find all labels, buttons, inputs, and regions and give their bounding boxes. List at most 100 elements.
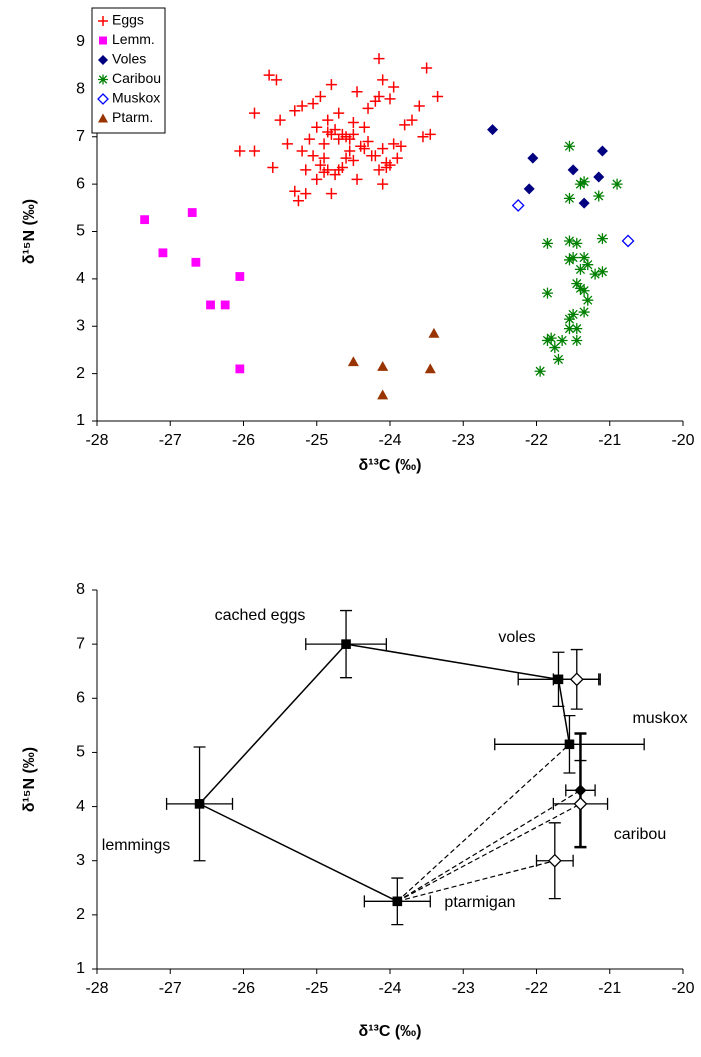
data-point [487, 124, 499, 136]
data-point [563, 313, 575, 325]
data-point [322, 164, 334, 176]
data-point [329, 124, 341, 136]
data-point [541, 237, 553, 249]
y-tick-label: 9 [76, 33, 85, 50]
y-tick-label: 3 [76, 317, 85, 334]
y-tick-label: 6 [76, 690, 85, 707]
data-point [377, 389, 389, 400]
connector-dashed [397, 789, 581, 902]
data-point [424, 363, 436, 374]
data-point [220, 300, 230, 310]
data-point [267, 162, 279, 174]
data-point [523, 183, 535, 195]
y-tick-label: 1 [76, 960, 85, 977]
data-point [552, 353, 564, 365]
data-point [314, 159, 326, 171]
data-point [574, 282, 586, 294]
data-point [369, 150, 381, 162]
data-point [564, 739, 575, 750]
legend-label: Muskox [112, 90, 160, 106]
data-point [541, 287, 553, 299]
data-point [527, 152, 539, 164]
data-point [373, 164, 385, 176]
data-point [395, 140, 407, 152]
x-tick-label: -20 [671, 980, 694, 997]
data-point [377, 178, 389, 190]
connector [198, 643, 347, 805]
data-point [388, 81, 400, 93]
data-point [593, 190, 605, 202]
y-tick-label: 7 [76, 635, 85, 652]
data-point [234, 145, 246, 157]
data-point [325, 188, 337, 200]
data-point [421, 62, 433, 74]
annotation: voles [498, 629, 535, 646]
data-point [194, 799, 205, 809]
data-point [571, 323, 583, 335]
x-tick-label: -25 [305, 980, 328, 997]
legend-marker [97, 93, 109, 105]
annotation: cached eggs [215, 607, 306, 624]
data-point [424, 128, 436, 140]
x-tick-label: -26 [232, 432, 255, 449]
data-point [377, 361, 389, 371]
data-point [593, 171, 605, 183]
data-point [534, 365, 546, 377]
connector-dashed [396, 743, 570, 902]
x-tick-label: -22 [525, 432, 548, 449]
data-point [413, 100, 425, 112]
data-point [563, 235, 575, 247]
data-point [377, 74, 389, 86]
data-point [578, 252, 590, 264]
data-point [235, 272, 245, 281]
annotation: ptarmigan [444, 894, 515, 911]
legend-label: Ptarm. [112, 109, 153, 125]
data-point [574, 263, 586, 275]
data-point [351, 173, 363, 185]
data-point [388, 138, 400, 150]
y-tick-label: 6 [76, 175, 85, 192]
x-axis-title: δ¹³C (‰) [358, 457, 421, 474]
data-point [563, 254, 575, 266]
data-point [574, 178, 586, 190]
data-point [274, 114, 286, 126]
data-point [578, 176, 590, 188]
data-point [384, 93, 396, 105]
y-tick-label: 5 [76, 223, 85, 240]
data-point [621, 234, 635, 248]
data-point [358, 121, 370, 133]
data-point [545, 332, 557, 344]
y-tick-label: 3 [76, 852, 85, 869]
data-point [392, 896, 403, 907]
data-point [292, 195, 304, 207]
data-point [377, 143, 389, 155]
data-point [596, 266, 608, 278]
x-tick-label: -26 [232, 980, 255, 997]
data-point [296, 100, 308, 112]
x-tick-label: -23 [452, 432, 475, 449]
data-point [314, 90, 326, 102]
y-tick-label: 7 [76, 128, 85, 145]
data-point [318, 138, 330, 150]
connector [345, 643, 559, 681]
data-point [571, 237, 583, 249]
data-point [573, 796, 588, 811]
x-tick-label: -23 [452, 980, 475, 997]
data-point [347, 117, 359, 129]
data-point [289, 185, 301, 197]
data-point [596, 233, 608, 245]
y-tick-label: 4 [76, 798, 85, 815]
y-tick-label: 5 [76, 744, 85, 761]
data-point [187, 208, 197, 217]
data-point [567, 308, 579, 320]
legend-label: Voles [112, 51, 146, 67]
annotation: muskox [632, 710, 687, 727]
y-axis-title: δ¹⁵N (‰) [21, 199, 38, 264]
data-point [432, 90, 444, 102]
data-point [322, 114, 334, 126]
data-point [373, 90, 385, 102]
data-point [362, 102, 374, 114]
data-point [563, 140, 575, 152]
legend-marker [98, 55, 108, 65]
